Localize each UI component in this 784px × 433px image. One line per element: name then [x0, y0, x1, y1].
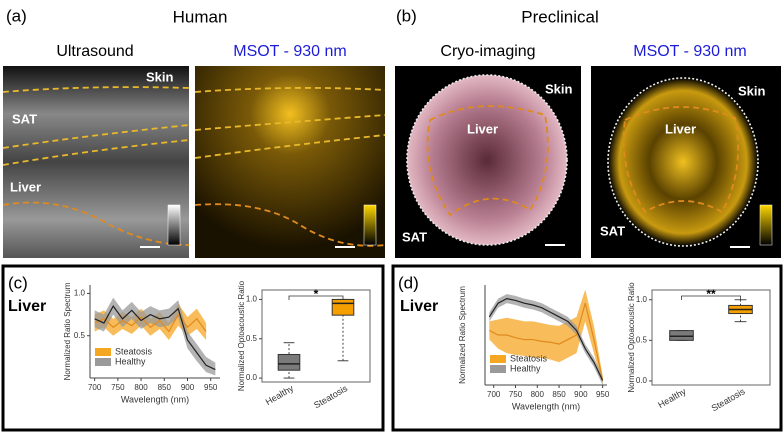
significance-label: *	[314, 287, 319, 301]
panel-label: (b)	[396, 6, 417, 25]
series-line	[94, 305, 216, 371]
x-tick-label: Healthy	[656, 386, 688, 410]
y-tick-label: 1.0	[636, 295, 648, 304]
y-tick-label: 0.5	[246, 334, 258, 343]
x-axis-label: Wavelength (nm)	[512, 401, 580, 411]
image-title: Ultrasound	[56, 43, 133, 60]
significance-label: **	[706, 287, 716, 301]
y-axis-label: Normalized Ratio Spectrum	[458, 286, 467, 384]
y-axis-label: Normalized Optoacoustic Ratio	[237, 280, 246, 391]
confidence-band	[489, 289, 603, 385]
y-axis-label: Normalized Ratio Spectrum	[63, 282, 72, 380]
confidence-band	[94, 297, 216, 376]
legend-swatch	[95, 348, 111, 356]
significance-bracket	[681, 295, 741, 300]
x-tick-label: 950	[204, 383, 218, 392]
x-tick-label: 800	[531, 390, 545, 399]
y-axis-label: Normalized Optoacoustic Ratio	[627, 282, 636, 393]
legend-swatch	[490, 355, 506, 363]
image-annotation: Liver	[665, 121, 696, 136]
panel-label: (d)	[398, 273, 419, 292]
series-line	[488, 298, 604, 381]
box	[277, 353, 301, 371]
y-tick-label: 0.5	[636, 335, 648, 344]
legend-label: Healthy	[115, 356, 146, 366]
panel-title: Human	[173, 7, 228, 26]
x-tick-label: 950	[596, 390, 610, 399]
x-tick-label: 750	[509, 390, 523, 399]
legend-swatch	[490, 365, 506, 373]
cryo-image	[395, 66, 581, 258]
confidence-band	[489, 294, 603, 385]
image-annotation: SAT	[12, 111, 37, 126]
y-tick-label: 0.5	[74, 331, 86, 340]
panel-label: (c)	[8, 273, 28, 292]
image-annotation: SAT	[402, 229, 427, 244]
x-tick-label: Steatosis	[312, 383, 349, 410]
y-tick-label: 0.0	[636, 376, 648, 385]
y-tick-label: 1.0	[74, 289, 86, 298]
y-tick-label: 0.0	[246, 373, 258, 382]
image-annotation: Liver	[10, 179, 41, 194]
organ-label: Liver	[8, 298, 46, 315]
x-tick-label: 900	[574, 390, 588, 399]
panel-frame	[391, 264, 783, 432]
image-title: Cryo-imaging	[440, 43, 535, 60]
ultrasound-image	[2, 66, 190, 258]
organ-label: Liver	[400, 298, 438, 315]
box	[331, 298, 355, 316]
significance-bracket	[288, 295, 344, 300]
image-title: MSOT - 930 nm	[233, 43, 347, 60]
x-tick-label: 750	[111, 383, 125, 392]
legend-label: Healthy	[510, 363, 541, 373]
box	[669, 330, 694, 341]
series-line	[94, 313, 207, 333]
series-line	[489, 303, 604, 381]
msot-image	[194, 66, 386, 258]
x-tick-label: 850	[158, 383, 172, 392]
x-tick-label: Healthy	[264, 383, 296, 407]
x-tick-label: 800	[134, 383, 148, 392]
y-tick-label: 1.0	[246, 295, 258, 304]
image-annotation: SAT	[600, 223, 625, 238]
x-tick-label: 700	[88, 383, 102, 392]
legend-label: Steatosis	[510, 353, 548, 363]
panel-label: (a)	[6, 6, 27, 25]
panel-frame	[1, 264, 385, 432]
x-axis-label: Wavelength (nm)	[121, 394, 189, 404]
legend-swatch	[95, 358, 111, 366]
legend-label: Steatosis	[115, 346, 153, 356]
image-annotation: Skin	[545, 81, 573, 96]
image-annotation: Skin	[738, 83, 766, 98]
x-tick-label: Steatosis	[710, 386, 747, 413]
image-annotation: Liver	[467, 121, 498, 136]
image-title: MSOT - 930 nm	[633, 43, 747, 60]
panel-title: Preclinical	[521, 7, 598, 26]
image-annotation: Skin	[146, 69, 174, 84]
msot-image	[591, 66, 781, 258]
x-tick-label: 900	[181, 383, 195, 392]
x-tick-label: 700	[487, 390, 501, 399]
x-tick-label: 850	[552, 390, 566, 399]
